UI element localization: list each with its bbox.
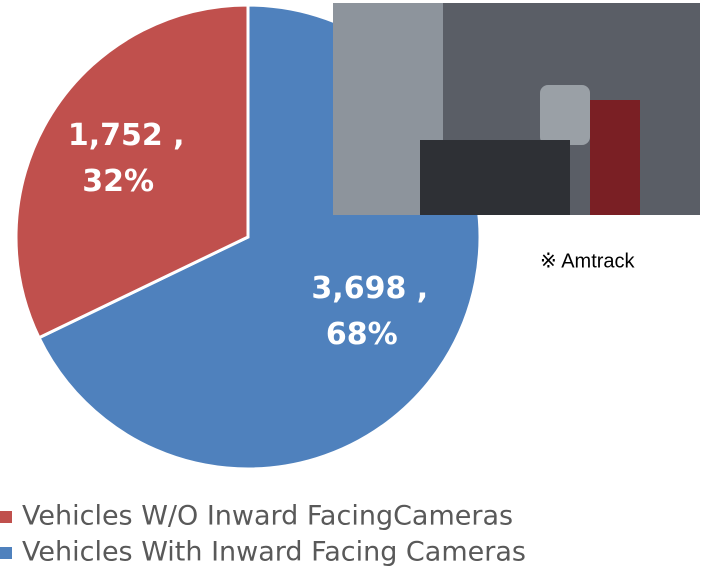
page: ※ Amtrack 1,752 , 32% Vehicles W/O Inward …: [0, 0, 703, 574]
photo-console: [420, 140, 570, 215]
legend-swatch: [0, 511, 12, 523]
legend-label: Vehicles W/O Inward FacingCameras: [22, 501, 513, 532]
percent-label: 32%: [82, 164, 154, 199]
percent-label: 68%: [326, 317, 398, 352]
photo-window: [540, 85, 590, 145]
value-label: 3,698 ,: [311, 271, 428, 306]
legend-swatch: [0, 547, 12, 559]
legend-label: Vehicles With Inward Facing Cameras: [22, 537, 526, 568]
photo-person: [590, 100, 640, 215]
caption: ※ Amtrack: [540, 250, 636, 272]
value-label: 1,752 ,: [68, 118, 185, 153]
